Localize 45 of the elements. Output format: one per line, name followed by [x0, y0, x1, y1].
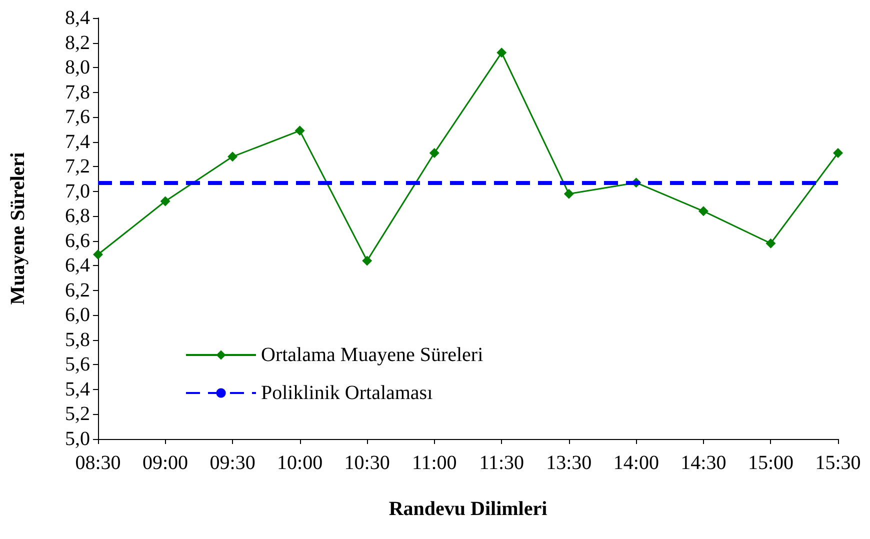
y-tick-label: 7,8	[65, 81, 90, 104]
legend-label: Ortalama Muayene Süreleri	[261, 344, 484, 366]
point	[429, 148, 440, 158]
point	[228, 152, 238, 162]
y-tick-label: 6,2	[65, 279, 90, 302]
x-tick-label: 10:30	[344, 452, 390, 474]
point	[833, 148, 843, 158]
legend-label: Poliklinik Ortalaması	[261, 382, 434, 404]
y-tick-label: 5,2	[65, 403, 90, 426]
y-tick-label: 6,8	[65, 205, 90, 228]
x-axis-title: Randevu Dilimleri	[388, 498, 548, 520]
x-tick-label: 13:30	[546, 452, 592, 474]
x-tick-label: 09:30	[210, 452, 256, 474]
y-tick-label: 6,0	[65, 304, 90, 326]
y-tick-label: 6,6	[65, 230, 90, 252]
x-tick-label: 11:00	[412, 452, 457, 474]
x-tick-label: 11:30	[479, 452, 524, 474]
y-tick-label: 7,6	[65, 106, 90, 128]
point	[496, 48, 507, 58]
x-tick-label: 14:30	[680, 452, 726, 474]
y-tick-label: 5,4	[65, 378, 90, 400]
point	[564, 188, 574, 199]
x-tick-label: 14:00	[613, 452, 659, 474]
point	[160, 196, 170, 206]
y-tick-label: 6,4	[65, 254, 90, 277]
y-tick-label: 8,0	[65, 56, 90, 79]
y-tick-label: 8,4	[65, 7, 90, 29]
x-tick-label: 15:30	[815, 452, 861, 474]
point	[294, 126, 305, 136]
x-tick-label: 10:00	[277, 452, 323, 474]
point	[93, 250, 103, 260]
y-tick-label: 5,0	[65, 428, 90, 450]
x-tick-label: 09:00	[142, 452, 188, 474]
y-axis-title: Muayene Süreleri	[7, 152, 29, 305]
x-tick-label: 08:30	[75, 452, 121, 474]
point	[362, 256, 372, 266]
y-tick-label: 7,4	[65, 130, 90, 153]
y-tick-label: 5,6	[65, 354, 90, 376]
x-tick-label: 15:00	[748, 452, 794, 474]
y-tick-label: 7,0	[65, 180, 90, 202]
point	[766, 238, 776, 248]
y-tick-label: 7,2	[65, 156, 90, 178]
y-tick-label: 8,2	[65, 32, 90, 54]
point	[698, 206, 708, 216]
y-tick-label: 5,8	[65, 328, 90, 351]
